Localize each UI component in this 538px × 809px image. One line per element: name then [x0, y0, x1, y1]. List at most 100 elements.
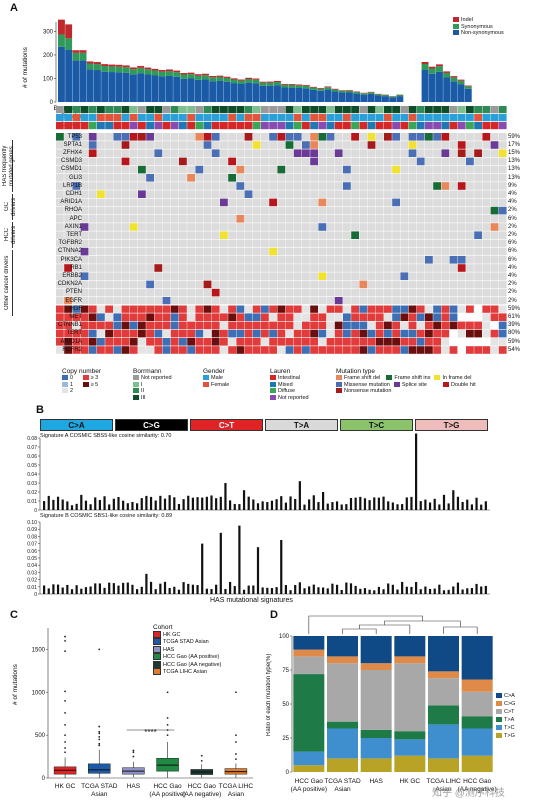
oncoprint-cell [302, 198, 310, 207]
oncoprint-cell [433, 141, 441, 149]
oncoprint-cell [64, 256, 72, 264]
oncoprint-cell [466, 329, 474, 338]
non-synonymous-bar [137, 73, 145, 102]
indel-bar [245, 77, 253, 80]
oncoprint-cell [466, 182, 474, 190]
signature-bar [289, 590, 292, 594]
oncoprint-cell [97, 247, 105, 256]
oncoprint-cell [302, 346, 310, 354]
oncoprint-cell [285, 157, 294, 166]
oncoprint-cell [187, 313, 195, 321]
track-cell [474, 122, 482, 130]
track-cell [195, 114, 204, 122]
oncoprint-cell [261, 223, 269, 231]
signature-bar [191, 497, 194, 510]
oncoprint-cell [425, 206, 433, 215]
oncoprint-cell [367, 305, 376, 313]
signature-bar [136, 503, 139, 510]
signature-bar [43, 501, 46, 510]
oncoprint-cell [326, 288, 335, 297]
oncoprint-cell [252, 133, 261, 141]
oncoprint-cell [195, 182, 204, 190]
oncoprint-cell [129, 321, 138, 330]
oncoprint-cell [482, 264, 491, 272]
oncoprint-cell [392, 280, 400, 289]
percent-label: 6% [508, 215, 517, 222]
oncoprint-cell [343, 338, 351, 346]
oncoprint-cell [187, 157, 195, 166]
oncoprint-cell [170, 272, 179, 280]
oncoprint-cell [72, 182, 81, 190]
oncoprint-cell [457, 141, 466, 149]
oncoprint-cell [449, 264, 458, 272]
legend-item: Indel [453, 17, 504, 24]
oncoprint-cell [293, 346, 302, 354]
oncoprint-cell [433, 280, 441, 289]
oncoprint-cell [179, 165, 187, 174]
stacked-segment [360, 758, 392, 772]
synonymous-bar [58, 34, 65, 47]
oncoprint-cell [56, 264, 64, 272]
oncoprint-cell [326, 346, 335, 354]
oncoprint-cell [105, 264, 113, 272]
oncoprint-cell [449, 157, 458, 166]
oncoprint-cell [334, 157, 343, 166]
non-synonymous-bar [216, 80, 224, 102]
oncoprint-cell [384, 321, 392, 330]
oncoprint-cell [146, 190, 154, 198]
signature-bar [442, 590, 446, 594]
percent-label: 2% [508, 231, 517, 238]
oncoprint-cell [433, 239, 441, 248]
oncoprint-cell [162, 313, 171, 321]
oncoprint-cell [121, 346, 130, 354]
gene-label: HGF [69, 305, 82, 312]
oncoprint-cell [269, 280, 277, 289]
x-tick-label-line: TCGA STAD [81, 783, 118, 790]
outlier-point [98, 725, 101, 728]
track-cell [88, 106, 97, 114]
oncoprint-cell [425, 297, 433, 305]
oncoprint-cell [252, 149, 261, 157]
oncoprint-cell [449, 133, 458, 141]
oncoprint-cell [211, 247, 220, 256]
oncoprint-cell [466, 297, 474, 305]
substitution-category-t-to-c: T>C [340, 419, 413, 431]
x-tick-label-line: TCGA STAD [324, 778, 361, 785]
oncoprint-cell [474, 288, 482, 297]
oncoprint-cell [105, 247, 113, 256]
oncoprint-cell [343, 190, 351, 198]
oncoprint-cell [490, 297, 499, 305]
oncoprint-cell [310, 280, 318, 289]
signature-bar [335, 584, 339, 594]
oncoprint-cell [154, 305, 163, 313]
signature-bar [224, 483, 227, 510]
oncoprint-cell [211, 174, 220, 182]
oncoprint-cell [113, 239, 122, 248]
oncoprint-cell [72, 174, 81, 182]
gene-label: CSMD3 [60, 158, 82, 165]
signature-bar [294, 499, 297, 510]
oncoprint-cell [490, 272, 499, 280]
oncoprint-cell [228, 297, 236, 305]
oncoprint-cell [408, 346, 417, 354]
oncoprint-cell [384, 231, 392, 239]
oncoprint-cell [154, 215, 163, 223]
oncoprint-cell [203, 297, 212, 305]
oncoprint-cell [162, 190, 171, 198]
oncoprint-cell [416, 198, 425, 207]
oncoprint-cell [334, 190, 343, 198]
oncoprint-cell [375, 141, 384, 149]
oncoprint-cell [318, 141, 327, 149]
gene-label: TERT [66, 330, 82, 337]
track-cell [187, 122, 195, 130]
oncoprint-cell [285, 141, 294, 149]
signature-bar [447, 503, 450, 510]
group-bracket-has [2, 140, 13, 192]
track-cell [269, 106, 277, 114]
track-cell [146, 106, 154, 114]
non-synonymous-bar [457, 84, 465, 102]
dendrogram-branch [359, 624, 411, 634]
oncoprint-cell [138, 223, 146, 231]
oncoprint-cell [343, 264, 351, 272]
oncoprint-cell [195, 133, 204, 141]
